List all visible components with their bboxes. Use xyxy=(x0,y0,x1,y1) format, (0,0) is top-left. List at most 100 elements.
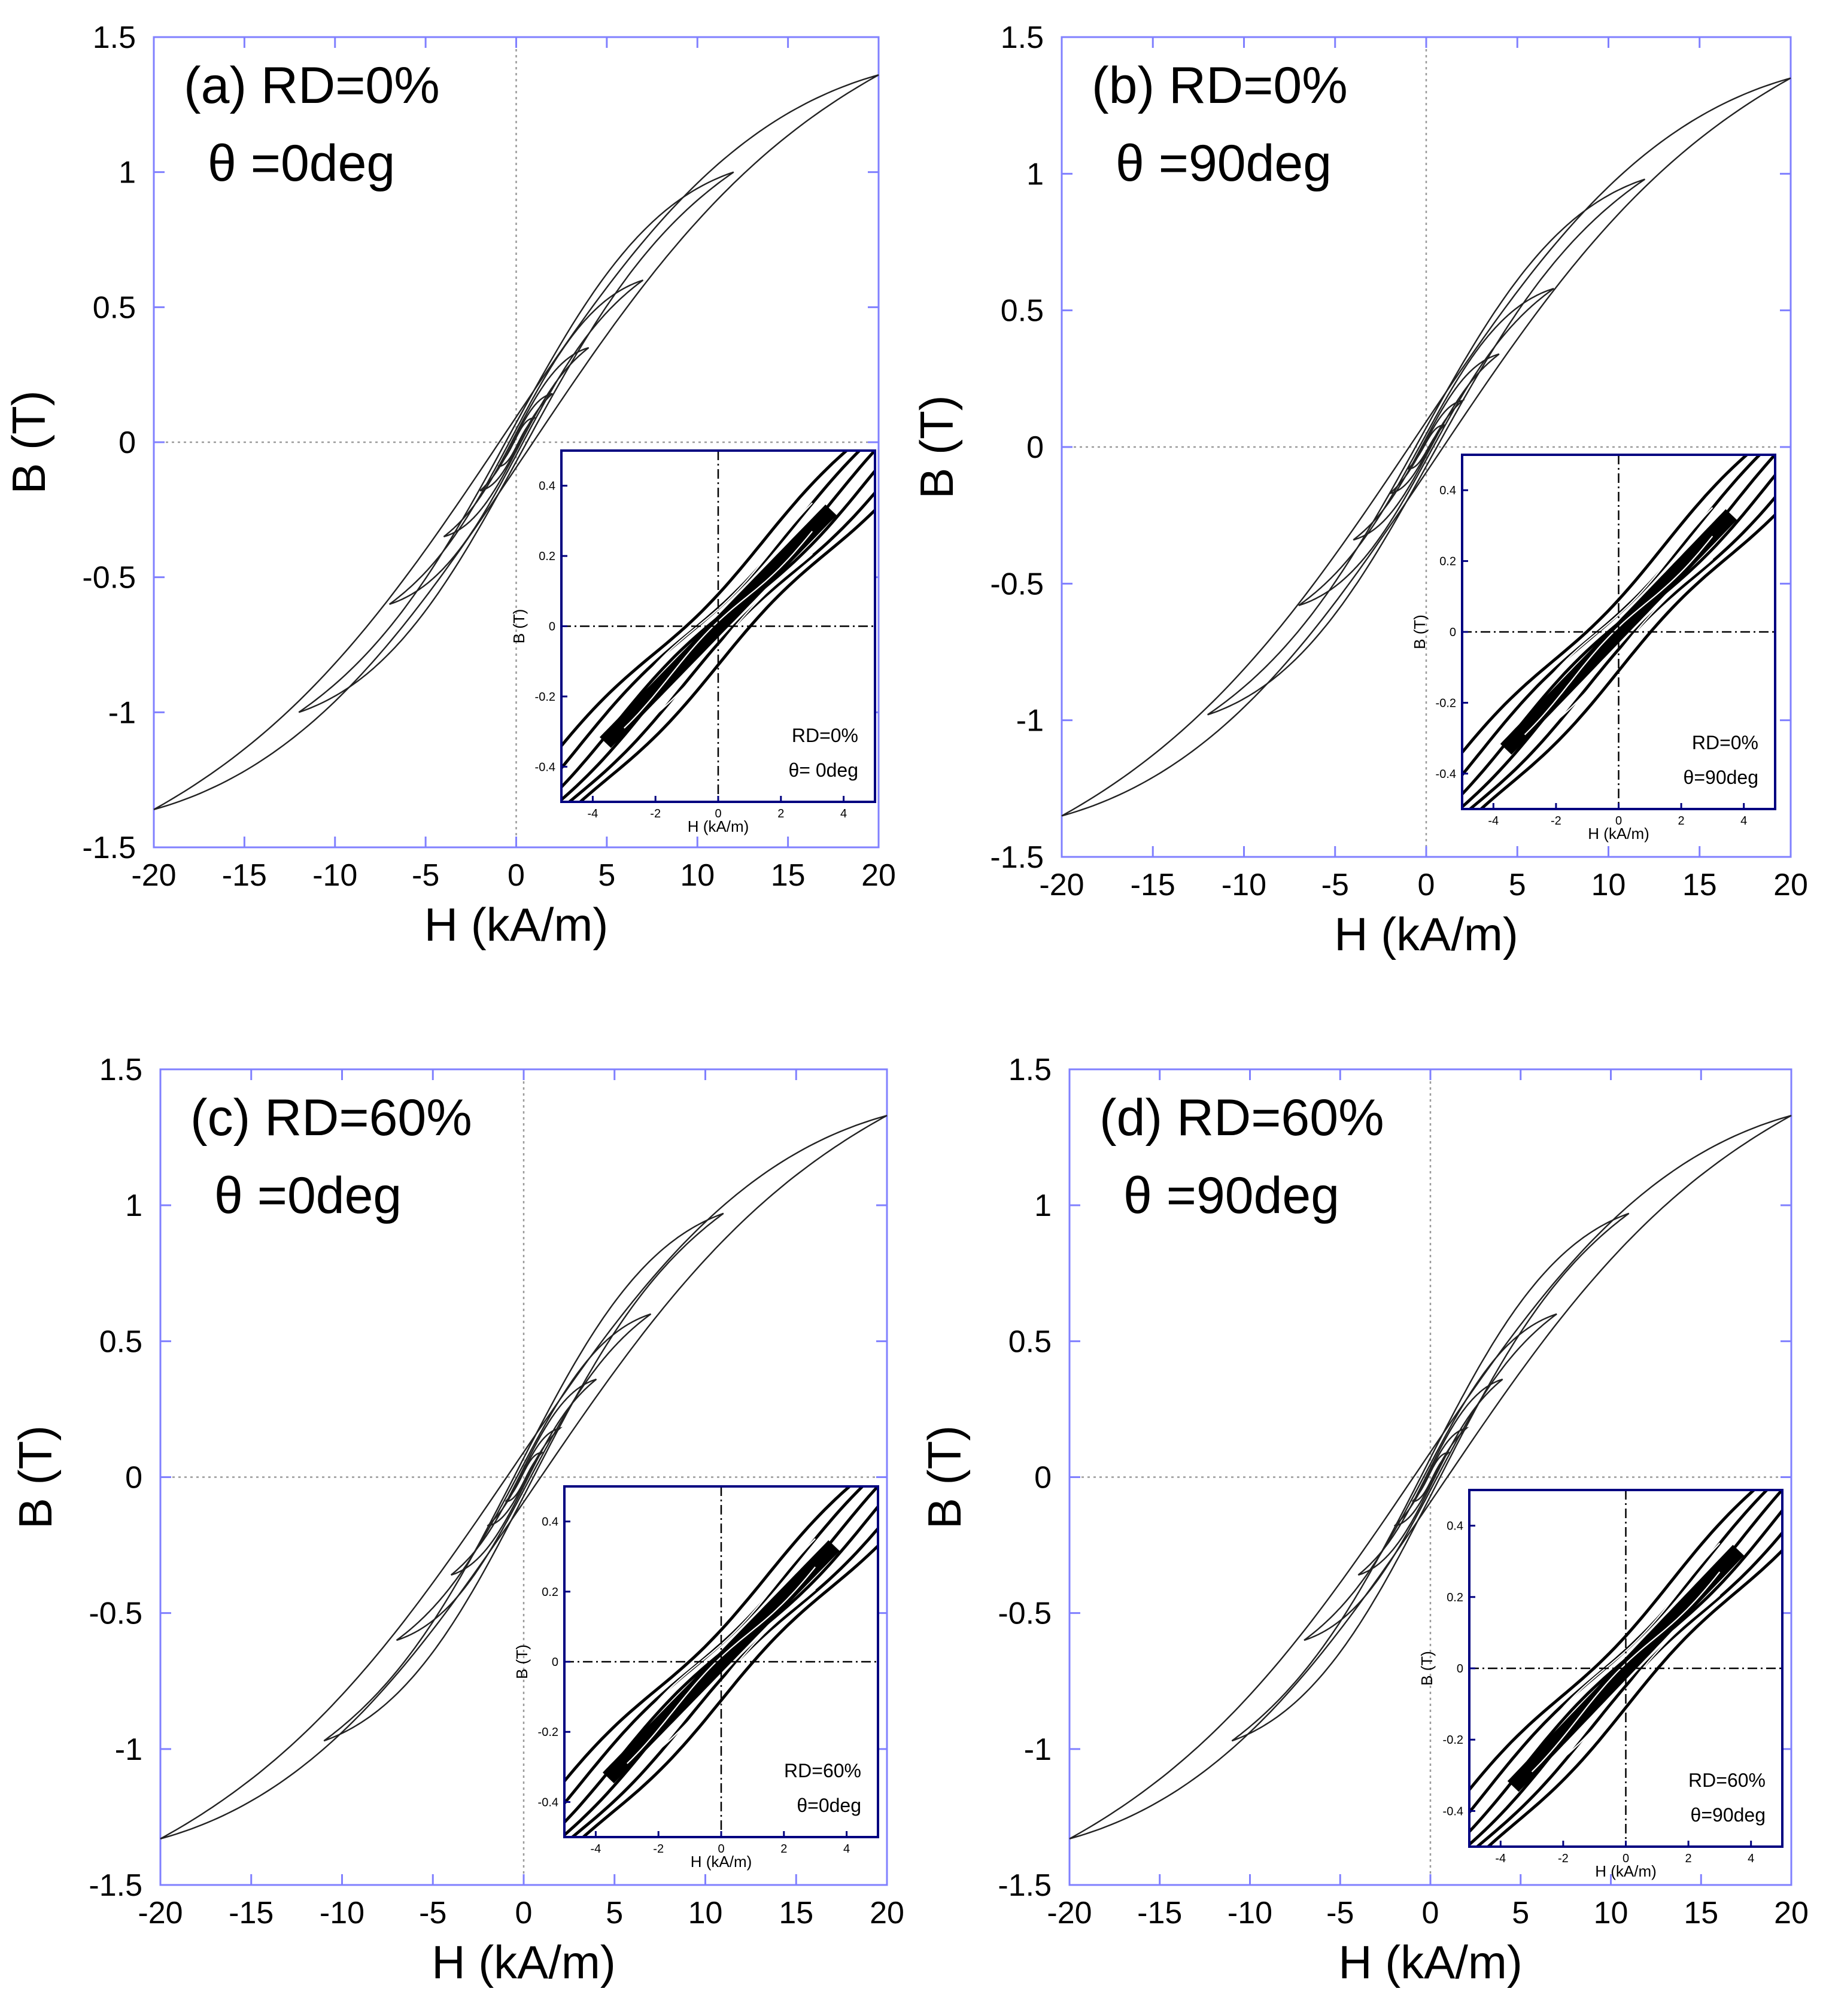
inset-gap-line-2 xyxy=(1524,507,1713,709)
x-axis-label: H (kA/m) xyxy=(1338,1936,1523,1988)
x-tick-label: 5 xyxy=(1512,1896,1529,1930)
x-tick-label: 20 xyxy=(1774,1896,1809,1930)
x-tick-label: 5 xyxy=(606,1896,623,1930)
panel-c: -20 -15 -10 -5 0 5 10 15 201.510.50-0.5-1-1.5H (… xyxy=(9,1053,904,1988)
y-axis-label: B (T) xyxy=(9,1425,62,1529)
inset-gap-line-0 xyxy=(624,553,813,741)
x-tick-label: 15 xyxy=(779,1896,813,1930)
y-tick-label: -0.5 xyxy=(89,1597,142,1631)
hysteresis-loop-2 xyxy=(396,1313,652,1641)
panel-annotation-angle: θ =90deg xyxy=(1123,1167,1339,1224)
x-tick-label: -5 xyxy=(1321,868,1349,902)
inset-y-tick-label: -0.2 xyxy=(1443,1734,1463,1747)
hysteresis-loop-0 xyxy=(1069,1115,1792,1839)
inset-y-tick-label: -0.2 xyxy=(535,691,555,704)
y-tick-label: 0 xyxy=(1026,430,1044,465)
inset-x-tick-label: -4 xyxy=(591,1842,601,1856)
inset-x-tick-label: 0 xyxy=(1623,1852,1629,1865)
x-tick-label: -5 xyxy=(419,1896,446,1930)
panel-annotation: (c) RD=60% xyxy=(190,1089,472,1147)
inset-y-tick-label: 0.4 xyxy=(1447,1520,1463,1533)
x-tick-label: -20 xyxy=(138,1896,183,1930)
y-axis-label: B (T) xyxy=(2,390,55,494)
inset-y-tick-label: -0.4 xyxy=(1443,1805,1463,1818)
x-tick-label: 10 xyxy=(688,1896,723,1930)
inset-x-tick-label: 2 xyxy=(780,1842,787,1856)
y-tick-label: 1 xyxy=(1026,157,1044,191)
inset-x-tick-label: 0 xyxy=(1615,814,1622,828)
inset-y-axis-label: B (T) xyxy=(510,609,528,644)
x-tick-label: 0 xyxy=(508,858,525,893)
inset-b: -4 -2 0 2 4 0.4 0.2 0 -0.2 -0.4 H (kA/m) B (T) RD=0%… xyxy=(1411,454,1776,843)
inset-loop-1 xyxy=(1475,1530,1782,1847)
inset-y-tick-label: -0.2 xyxy=(1436,697,1456,710)
x-axis-label: H (kA/m) xyxy=(1334,908,1518,960)
y-tick-label: -1.5 xyxy=(82,831,136,865)
y-tick-label: -0.5 xyxy=(998,1597,1052,1631)
x-tick-label: 10 xyxy=(1591,868,1626,902)
x-tick-label: 20 xyxy=(870,1896,904,1930)
inset-x-tick-label: 4 xyxy=(1748,1852,1754,1865)
y-tick-label: -1 xyxy=(1016,704,1044,738)
hysteresis-loop-1 xyxy=(323,1212,724,1742)
x-tick-label: 15 xyxy=(1682,868,1717,902)
inset-x-tick-label: 0 xyxy=(715,807,721,820)
inset-y-tick-label: 0.2 xyxy=(539,550,555,563)
inset-annotation: RD=60% xyxy=(784,1760,861,1781)
x-tick-label: -10 xyxy=(320,1896,364,1930)
inset-y-tick-label: -0.4 xyxy=(1436,768,1456,781)
x-tick-label: 15 xyxy=(771,858,806,893)
x-tick-label: -20 xyxy=(1039,868,1084,902)
inset-x-tick-label: -4 xyxy=(1488,814,1499,828)
inset-annotation: RD=0% xyxy=(792,725,858,746)
x-tick-label: -15 xyxy=(229,1896,274,1930)
inset-y-tick-label: 0 xyxy=(1450,626,1456,639)
y-tick-label: 0.5 xyxy=(93,290,136,325)
hysteresis-loop-1 xyxy=(1207,178,1646,716)
panel-b: -20 -15 -10 -5 0 5 10 15 201.510.50-0.5-1-1.5H (… xyxy=(910,20,1808,960)
y-axis-label: B (T) xyxy=(910,395,963,498)
x-tick-label: 5 xyxy=(1509,868,1526,902)
panel-d: -20 -15 -10 -5 0 5 10 15 201.510.50-0.5-1-1.5H (… xyxy=(918,1053,1809,1988)
x-tick-label: -10 xyxy=(1228,1896,1272,1930)
y-tick-label: 1 xyxy=(119,156,136,190)
hysteresis-loop-5 xyxy=(1407,424,1447,470)
inset-x-tick-label: 2 xyxy=(1685,1852,1692,1865)
y-tick-label: -1 xyxy=(115,1732,142,1767)
x-tick-label: 0 xyxy=(1422,1896,1439,1930)
x-tick-label: 0 xyxy=(1418,868,1435,902)
panel-annotation: (b) RD=0% xyxy=(1092,57,1348,114)
inset-y-tick-label: 0.4 xyxy=(542,1516,558,1529)
inset-x-tick-label: -2 xyxy=(650,807,661,820)
inset-x-tick-label: -2 xyxy=(1558,1852,1569,1865)
inset-x-tick-label: -4 xyxy=(588,807,598,820)
inset-x-tick-label: 4 xyxy=(840,807,847,820)
y-axis-label: B (T) xyxy=(918,1425,971,1529)
x-axis-label: H (kA/m) xyxy=(424,898,609,951)
y-tick-label: -1.5 xyxy=(990,840,1044,875)
inset-x-tick-label: 2 xyxy=(777,807,784,820)
x-tick-label: 15 xyxy=(1684,1896,1718,1930)
inset-a: -4 -2 0 2 4 0.4 0.2 0 -0.2 -0.4 H (kA/m) B (T) RD=0%… xyxy=(510,449,876,835)
inset-x-axis-label: H (kA/m) xyxy=(1588,825,1649,843)
inset-gap-line-0 xyxy=(1524,558,1713,748)
inset-annotation: RD=60% xyxy=(1688,1769,1766,1791)
panel-annotation-angle: θ =0deg xyxy=(208,135,395,192)
inset-y-tick-label: 0 xyxy=(549,621,555,634)
y-tick-label: 1.5 xyxy=(93,20,136,55)
inset-loop-0 xyxy=(578,507,875,802)
x-tick-label: -15 xyxy=(1131,868,1175,902)
inset-x-tick-label: -2 xyxy=(1551,814,1561,828)
panel-annotation: (a) RD=0% xyxy=(184,57,440,114)
inset-x-tick-label: 4 xyxy=(1740,814,1747,828)
inset-y-axis-label: B (T) xyxy=(513,1644,531,1679)
inset-y-tick-label: -0.4 xyxy=(535,761,555,774)
inset-y-tick-label: 0.4 xyxy=(539,480,555,493)
hysteresis-loop-3 xyxy=(1357,1378,1503,1576)
y-tick-label: 0.5 xyxy=(1001,294,1044,329)
inset-y-tick-label: 0.2 xyxy=(542,1586,558,1599)
x-tick-label: -10 xyxy=(312,858,357,893)
inset-x-tick-label: 4 xyxy=(843,1842,850,1856)
hysteresis-loop-0 xyxy=(153,74,879,810)
inset-gap-line-0 xyxy=(627,1589,816,1777)
